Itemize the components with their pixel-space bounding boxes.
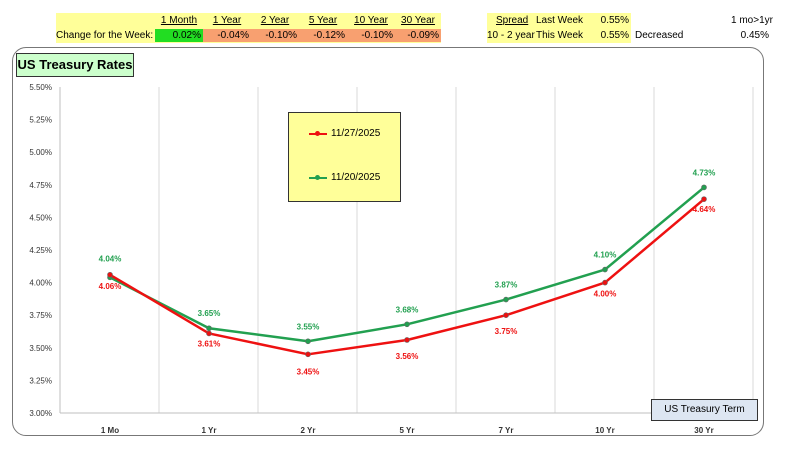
legend-marker-series-1 <box>315 131 320 136</box>
data-point <box>404 337 410 343</box>
data-label: 4.10% <box>594 251 617 260</box>
y-tick-label: 5.25% <box>29 116 52 125</box>
spread-header: Spread <box>496 15 529 26</box>
x-tick-label: 1 Mo <box>101 426 119 435</box>
legend-label-series-1: 11/27/2025 <box>331 128 381 139</box>
data-point <box>602 266 608 273</box>
data-label: 4.04% <box>99 254 122 263</box>
y-tick-label: 5.00% <box>29 148 52 157</box>
y-tick-label: 5.50% <box>29 83 52 92</box>
header-30-year: 30 Year <box>401 15 435 26</box>
x-tick-label: 5 Yr <box>400 426 415 435</box>
data-label: 3.68% <box>396 305 419 314</box>
data-point <box>305 351 311 358</box>
data-point <box>107 271 113 278</box>
data-label: 4.73% <box>693 168 716 177</box>
series-line-1 <box>109 198 705 356</box>
x-tick-label: 2 Yr <box>301 426 316 435</box>
header-1-month: 1 Month <box>160 15 198 26</box>
data-label: 3.55% <box>297 322 320 331</box>
spread-name: 10 - 2 year <box>487 30 535 41</box>
data-point <box>206 325 212 332</box>
y-tick-label: 3.00% <box>29 409 52 418</box>
y-tick-label: 3.25% <box>29 376 52 385</box>
legend-label-series-2: 11/20/2025 <box>331 172 381 183</box>
data-point <box>701 184 707 191</box>
y-tick-label: 4.00% <box>29 279 52 288</box>
spread-table-background <box>487 13 631 43</box>
legend-marker-series-2 <box>315 175 320 180</box>
y-tick-label: 4.75% <box>29 181 52 190</box>
data-point <box>305 338 311 345</box>
header-10-year: 10 Year <box>354 15 388 26</box>
change-1-year: -0.04% <box>203 29 251 42</box>
data-point <box>602 279 608 286</box>
data-label: 3.45% <box>297 367 320 376</box>
chart-legend: 11/27/2025 11/20/2025 <box>288 112 401 202</box>
spread-this-week-label: This Week <box>536 30 584 41</box>
data-label: 3.65% <box>198 309 221 318</box>
change-row-label: Change for the Week: <box>56 30 154 41</box>
right-info-label: 1 mo>1yr <box>731 15 773 26</box>
change-2-year: -0.10% <box>251 29 299 42</box>
x-axis-title: US Treasury Term <box>651 399 758 421</box>
chart-title: US Treasury Rates <box>16 53 134 77</box>
data-label: 3.61% <box>198 339 221 348</box>
data-point <box>503 312 509 319</box>
change-1-month: 0.02% <box>155 29 203 42</box>
change-30-year: -0.09% <box>395 29 441 42</box>
x-tick-label: 7 Yr <box>499 426 514 435</box>
change-5-year: -0.12% <box>299 29 347 42</box>
change-10-year: -0.10% <box>347 29 395 42</box>
data-point <box>206 330 212 337</box>
data-label: 3.56% <box>396 352 419 361</box>
spread-status: Decreased <box>635 30 684 41</box>
data-label: 4.00% <box>594 290 617 299</box>
x-tick-label: 1 Yr <box>202 426 217 435</box>
data-label: 4.06% <box>99 282 122 291</box>
right-info-value: 0.45% <box>740 30 769 41</box>
spread-last-week-label: Last Week <box>536 15 584 26</box>
header-2-year: 2 Year <box>260 15 290 26</box>
data-point <box>404 321 410 328</box>
data-label: 3.87% <box>495 281 518 290</box>
x-tick-label: 30 Yr <box>694 426 713 435</box>
spread-last-week-value: 0.55% <box>600 15 629 26</box>
data-label: 3.75% <box>495 327 518 336</box>
header-1-year: 1 Year <box>212 15 242 26</box>
data-point <box>701 196 707 202</box>
y-tick-label: 3.75% <box>29 311 52 320</box>
y-tick-label: 4.25% <box>29 246 52 255</box>
header-5-year: 5 Year <box>308 15 338 26</box>
data-label: 4.64% <box>693 205 716 214</box>
y-tick-label: 4.50% <box>29 213 52 222</box>
y-tick-label: 3.50% <box>29 344 52 353</box>
data-point <box>503 296 509 303</box>
spread-this-week-value: 0.55% <box>600 30 629 41</box>
x-tick-label: 10 Yr <box>595 426 614 435</box>
